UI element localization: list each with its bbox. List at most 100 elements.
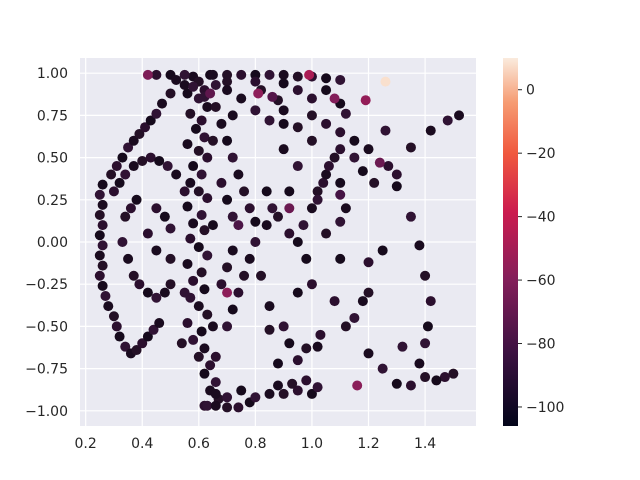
- highlighted-data-point: [374, 157, 385, 168]
- data-point: [236, 93, 247, 104]
- data-point: [250, 105, 261, 116]
- data-point: [239, 270, 250, 281]
- data-point: [233, 402, 244, 413]
- data-point: [159, 287, 170, 298]
- data-point: [278, 105, 289, 116]
- data-point: [321, 228, 332, 239]
- data-point: [349, 152, 360, 163]
- data-point: [414, 240, 425, 251]
- data-point: [182, 88, 193, 99]
- data-point: [94, 189, 105, 200]
- data-point: [292, 355, 303, 366]
- data-point: [97, 179, 108, 190]
- data-point: [142, 228, 153, 239]
- highlighted-data-point: [205, 88, 216, 99]
- highlighted-data-point: [380, 76, 391, 87]
- data-point: [340, 108, 351, 119]
- data-point: [233, 169, 244, 180]
- data-point: [261, 220, 272, 231]
- data-point: [103, 301, 114, 312]
- data-point: [383, 161, 394, 172]
- data-point: [340, 203, 351, 214]
- data-point: [227, 304, 238, 315]
- data-point: [185, 233, 196, 244]
- data-point: [94, 230, 105, 241]
- data-point: [210, 377, 221, 388]
- data-point: [179, 287, 190, 298]
- highlighted-data-point: [233, 220, 244, 231]
- data-point: [227, 152, 238, 163]
- data-point: [264, 301, 275, 312]
- data-point: [261, 186, 272, 197]
- data-point: [292, 122, 303, 133]
- colorbar-ticks: 0 −20 −40 −60 −80 −100: [518, 83, 564, 416]
- data-point: [97, 280, 108, 291]
- data-point: [335, 144, 346, 155]
- data-point: [120, 169, 131, 180]
- data-point: [335, 74, 346, 85]
- data-point: [264, 115, 275, 126]
- data-point: [222, 85, 233, 96]
- data-point: [340, 321, 351, 332]
- data-point: [188, 161, 199, 172]
- data-point: [292, 385, 303, 396]
- data-point: [97, 260, 108, 271]
- data-point: [405, 211, 416, 222]
- data-point: [267, 203, 278, 214]
- data-point: [154, 155, 165, 166]
- data-point: [165, 279, 176, 290]
- data-point: [193, 186, 204, 197]
- data-point: [142, 287, 153, 298]
- data-point: [157, 98, 168, 109]
- data-point: [185, 177, 196, 188]
- data-point: [202, 400, 213, 411]
- data-point: [284, 228, 295, 239]
- data-point: [123, 142, 134, 153]
- x-tick-label: 1.0: [301, 436, 323, 452]
- data-point: [431, 375, 442, 386]
- colorbar-tick-label: −100: [526, 400, 564, 416]
- data-point: [256, 270, 267, 281]
- data-point: [111, 321, 122, 332]
- data-point: [196, 169, 207, 180]
- data-point: [292, 237, 303, 247]
- x-tick-label: 0.6: [188, 436, 210, 452]
- data-point: [199, 284, 210, 295]
- data-point: [363, 348, 374, 359]
- data-point: [380, 125, 391, 136]
- data-point: [193, 351, 204, 362]
- data-point: [210, 388, 221, 399]
- data-point: [207, 69, 218, 80]
- highlighted-data-point: [304, 69, 315, 80]
- data-points: [94, 69, 465, 413]
- data-point: [227, 245, 238, 256]
- data-point: [185, 108, 196, 119]
- data-point: [425, 125, 436, 136]
- highlighted-data-point: [253, 88, 264, 99]
- colorbar-tick-label: −40: [526, 210, 556, 226]
- data-point: [306, 135, 317, 146]
- data-point: [405, 142, 416, 153]
- y-tick-label: −0.50: [25, 319, 68, 335]
- data-point: [108, 311, 119, 322]
- data-point: [306, 93, 317, 104]
- data-point: [420, 270, 431, 281]
- data-point: [236, 385, 247, 396]
- data-point: [134, 279, 145, 290]
- y-tick-label: 0.25: [37, 193, 68, 209]
- data-point: [202, 101, 213, 112]
- data-point: [422, 321, 433, 332]
- data-point: [182, 318, 193, 329]
- data-point: [202, 152, 213, 163]
- data-point: [114, 177, 125, 188]
- data-point: [120, 341, 131, 352]
- data-point: [363, 257, 374, 268]
- data-point: [278, 118, 289, 129]
- data-point: [306, 279, 317, 290]
- data-point: [292, 161, 303, 172]
- data-point: [94, 250, 105, 261]
- data-point: [205, 360, 216, 371]
- data-point: [312, 341, 323, 352]
- data-point: [329, 152, 340, 163]
- data-point: [171, 74, 182, 85]
